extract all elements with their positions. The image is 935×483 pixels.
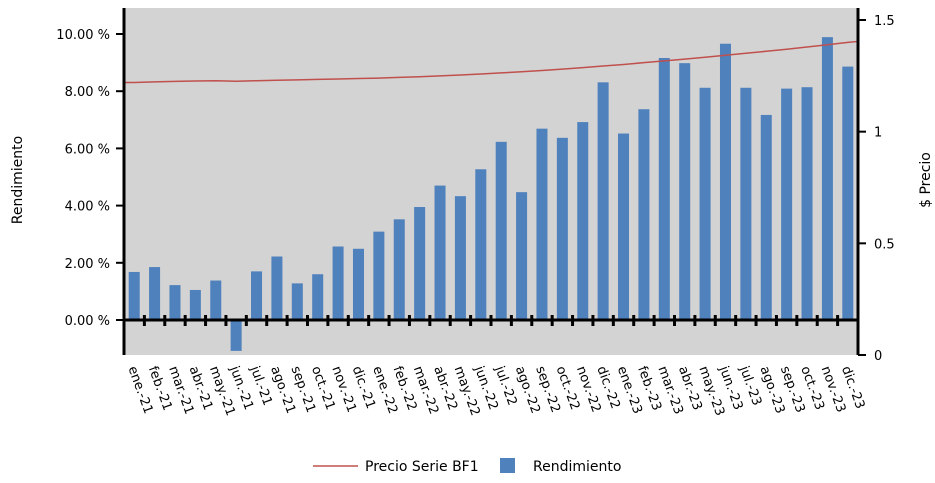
plot-background: [124, 8, 858, 355]
bar-sep.-22: [536, 128, 548, 320]
right-tick-label: 1: [874, 126, 882, 141]
right-tick-label: 0.5: [874, 237, 895, 252]
bar-jul.-21: [251, 271, 263, 320]
legend-bar-label: Rendimiento: [533, 459, 621, 475]
bar-nov.-21: [332, 246, 344, 320]
bar-may.-23: [699, 87, 711, 321]
price-series-line: [124, 40, 859, 84]
bar-may.-21: [210, 280, 222, 320]
bar-nov.-23: [821, 37, 833, 321]
legend-line-label: Precio Serie BF1: [365, 459, 479, 475]
bar-jul.-22: [495, 141, 507, 320]
bars-layer: [128, 37, 854, 351]
bar-mar.-22: [414, 207, 426, 320]
bar-sep.-23: [781, 88, 793, 320]
bar-jun.-23: [719, 43, 731, 320]
bar-feb.-23: [638, 109, 650, 320]
left-tick-label: 2.00 %: [65, 257, 110, 272]
right-axis: 0 0.5 1 1.5: [856, 8, 895, 364]
right-tick-label: 0: [874, 349, 882, 364]
bar-ago.-22: [516, 192, 528, 320]
left-tick-label: 10.00 %: [56, 28, 110, 43]
left-tick-label: 8.00 %: [65, 85, 110, 100]
bar-nov.-22: [577, 122, 589, 320]
bar-abr.-22: [434, 185, 446, 320]
bar-feb.-21: [149, 267, 161, 320]
bar-abr.-23: [679, 63, 691, 321]
bar-oct.-21: [312, 274, 324, 320]
right-axis-title: $ Precio: [918, 152, 934, 208]
bar-oct.-22: [556, 137, 568, 320]
bar-ago.-21: [271, 256, 283, 320]
bar-mar.-23: [658, 58, 670, 321]
left-axis-title: Rendimiento: [10, 136, 26, 224]
bar-jun.-22: [475, 169, 487, 320]
bar-may.-22: [454, 196, 466, 320]
bar-sep.-21: [291, 283, 303, 320]
bar-mar.-21: [169, 285, 181, 320]
bar-ene.-22: [373, 231, 385, 320]
bar-ene.-23: [618, 133, 630, 320]
bar-ago.-23: [760, 114, 772, 320]
legend-bar-swatch: [500, 458, 515, 473]
x-axis-labels: ene.-21feb.-21mar.-21abr.-21may.-21jun.-…: [124, 363, 867, 418]
bar-dic.-22: [597, 82, 609, 320]
left-tick-label: 0.00 %: [65, 314, 110, 329]
right-tick-label: 1.5: [874, 14, 895, 29]
left-axis: 0.00 % 2.00 % 4.00 % 6.00 % 8.00 % 10.00 %: [56, 8, 126, 355]
bar-feb.-22: [393, 219, 405, 320]
bar-abr.-21: [189, 289, 201, 320]
zero-axis-layer: [122, 315, 860, 326]
left-tick-label: 4.00 %: [65, 200, 110, 215]
bar-jun.-21: [230, 320, 242, 351]
legend: Precio Serie BF1 Rendimiento: [313, 458, 621, 475]
left-tick-label: 6.00 %: [65, 142, 110, 157]
bar-dic.-23: [842, 66, 854, 320]
bar-oct.-23: [801, 87, 813, 320]
bar-jul.-23: [740, 87, 752, 321]
bar-dic.-21: [352, 248, 364, 320]
bar-ene.-21: [128, 271, 140, 320]
